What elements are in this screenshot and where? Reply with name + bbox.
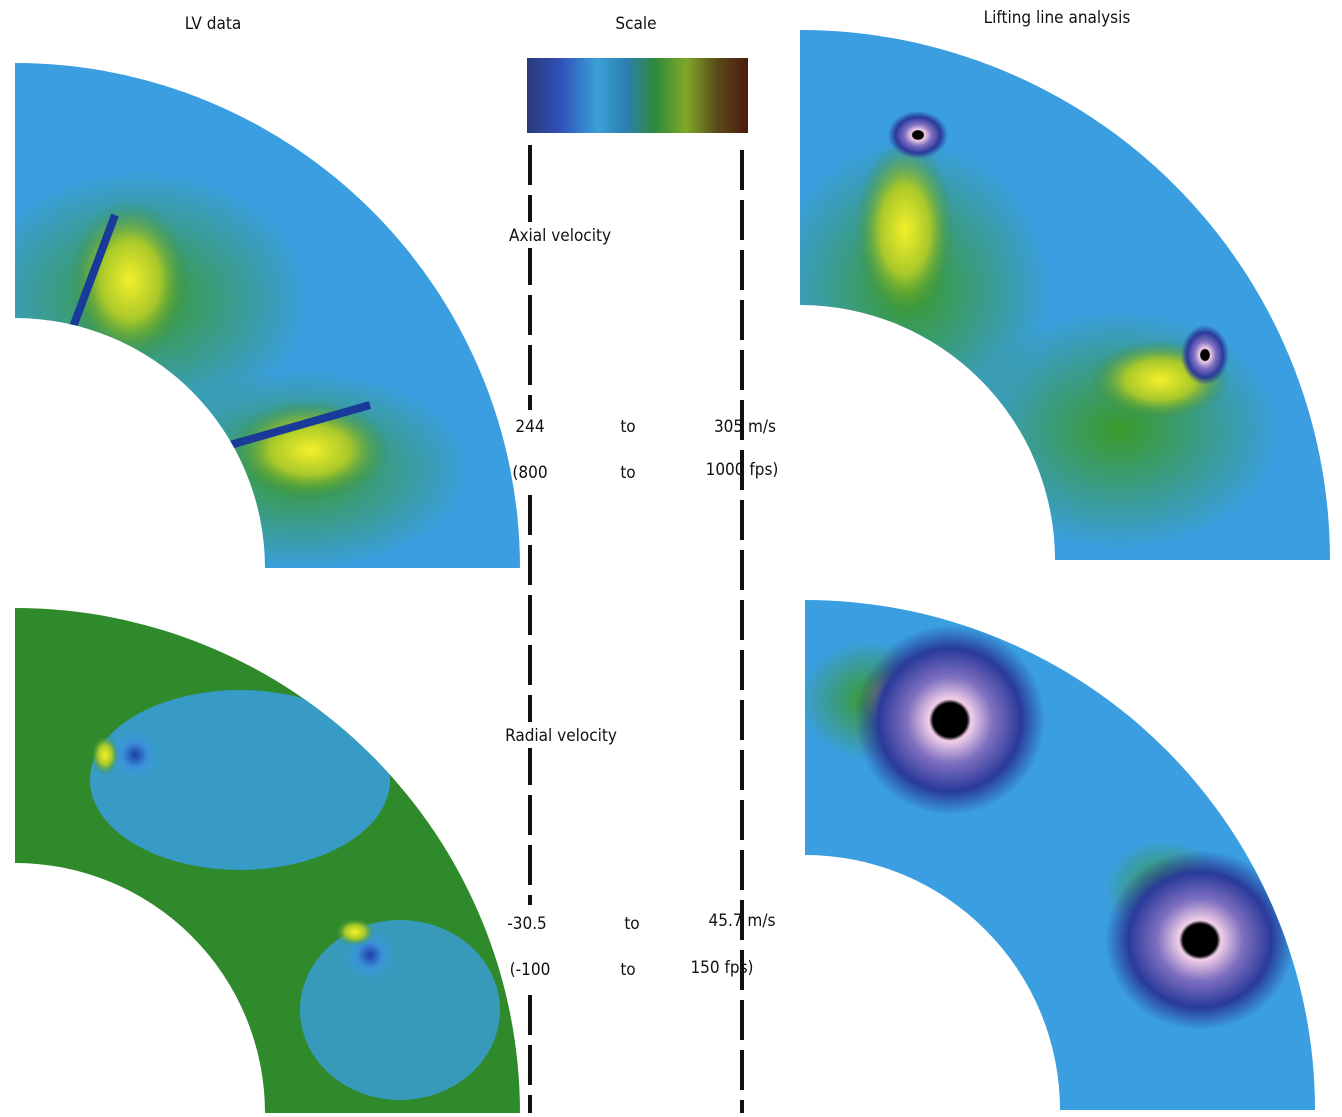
range-low: (800: [512, 463, 547, 483]
contour-plot: [780, 590, 1340, 1113]
row-label: Axial velocity: [509, 226, 611, 246]
range-to: to: [620, 417, 635, 437]
color-scale: [527, 58, 748, 133]
page: {"columns": {"left": "LV data", "center"…: [0, 0, 1342, 1113]
range-high: 150 fps): [690, 958, 753, 978]
column-title: Lifting line analysis: [984, 8, 1131, 28]
range-high: 1000 fps): [706, 460, 779, 480]
range-high: 305 m/s: [714, 417, 776, 437]
range-to: to: [620, 960, 635, 980]
figure: LV data Scale Lifting line analysis: [0, 0, 1342, 1113]
column-title: LV data: [185, 14, 241, 34]
row-label: Radial velocity: [505, 726, 617, 746]
contour-plot: [0, 50, 540, 580]
contour-plot: [770, 20, 1340, 580]
range-to: to: [624, 914, 639, 934]
range-low: -30.5: [507, 914, 547, 934]
contour-plot: [0, 600, 540, 1113]
range-low: (-100: [510, 960, 551, 980]
range-to: to: [620, 463, 635, 483]
range-low: 244: [515, 417, 544, 437]
column-title: Scale: [615, 14, 656, 34]
range-high: 45.7 m/s: [709, 911, 776, 931]
